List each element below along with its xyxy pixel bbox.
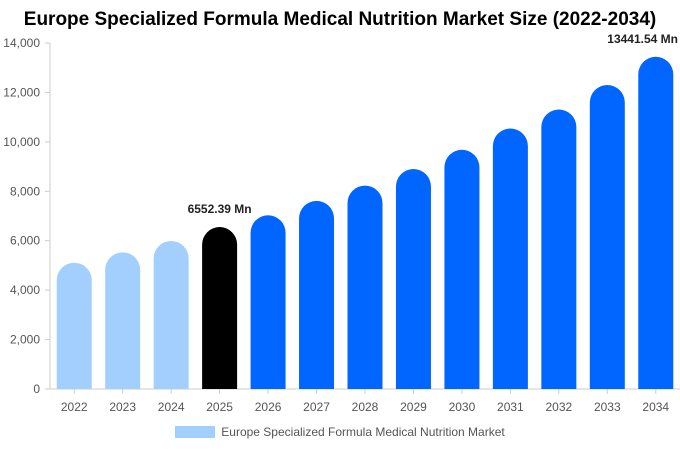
- bar-2027[interactable]: [299, 200, 335, 389]
- bar-2028[interactable]: [347, 185, 383, 389]
- bar-2026[interactable]: [250, 215, 286, 389]
- bar-2030[interactable]: [444, 149, 480, 389]
- bar-2022[interactable]: [56, 262, 92, 389]
- x-tick-label: 2023: [109, 400, 136, 414]
- x-tick-label: 2028: [352, 400, 379, 414]
- data-label: 13441.54 Mn: [607, 32, 678, 46]
- labels: 6552.39 Mn 13441.54 Mn: [188, 32, 678, 216]
- y-tick-label: 2,000: [10, 333, 40, 347]
- data-label: 6552.39 Mn: [188, 202, 252, 216]
- y-tick-label: 0: [33, 382, 40, 396]
- legend-label: Europe Specialized Formula Medical Nutri…: [221, 425, 505, 439]
- x-tick-label: 2032: [545, 400, 572, 414]
- y-tick-label: 14,000: [3, 36, 40, 50]
- bar-2025[interactable]: [202, 227, 238, 389]
- y-tick-label: 10,000: [3, 135, 40, 149]
- legend[interactable]: Europe Specialized Formula Medical Nutri…: [0, 425, 680, 439]
- bar-2033[interactable]: [589, 85, 625, 389]
- y-tick-label: 8,000: [10, 184, 40, 198]
- x-tick-label: 2025: [206, 400, 233, 414]
- x-tick-label: 2022: [61, 400, 88, 414]
- bar-2032[interactable]: [541, 109, 577, 390]
- bar-2034[interactable]: [638, 56, 674, 389]
- y-tick-label: 6,000: [10, 234, 40, 248]
- bar-2024[interactable]: [153, 240, 189, 389]
- y-tick-label: 4,000: [10, 283, 40, 297]
- axes: 0 2,000 4,000 6,000 8,000 10,000 12,000 14,000 2…: [3, 36, 680, 414]
- x-tick-label: 2024: [158, 400, 185, 414]
- x-tick-label: 2029: [400, 400, 427, 414]
- x-tick-label: 2034: [642, 400, 669, 414]
- bars: [56, 56, 674, 390]
- x-tick-label: 2031: [497, 400, 524, 414]
- bar-2029[interactable]: [395, 169, 431, 389]
- x-tick-label: 2030: [449, 400, 476, 414]
- y-tick-label: 12,000: [3, 85, 40, 99]
- x-tick-label: 2026: [255, 400, 282, 414]
- x-tick-label: 2033: [594, 400, 621, 414]
- chart-title: Europe Specialized Formula Medical Nutri…: [23, 9, 657, 30]
- legend-swatch: [175, 426, 216, 438]
- bar-2023[interactable]: [105, 252, 141, 389]
- x-tick-label: 2027: [303, 400, 330, 414]
- bar-2031[interactable]: [492, 128, 528, 389]
